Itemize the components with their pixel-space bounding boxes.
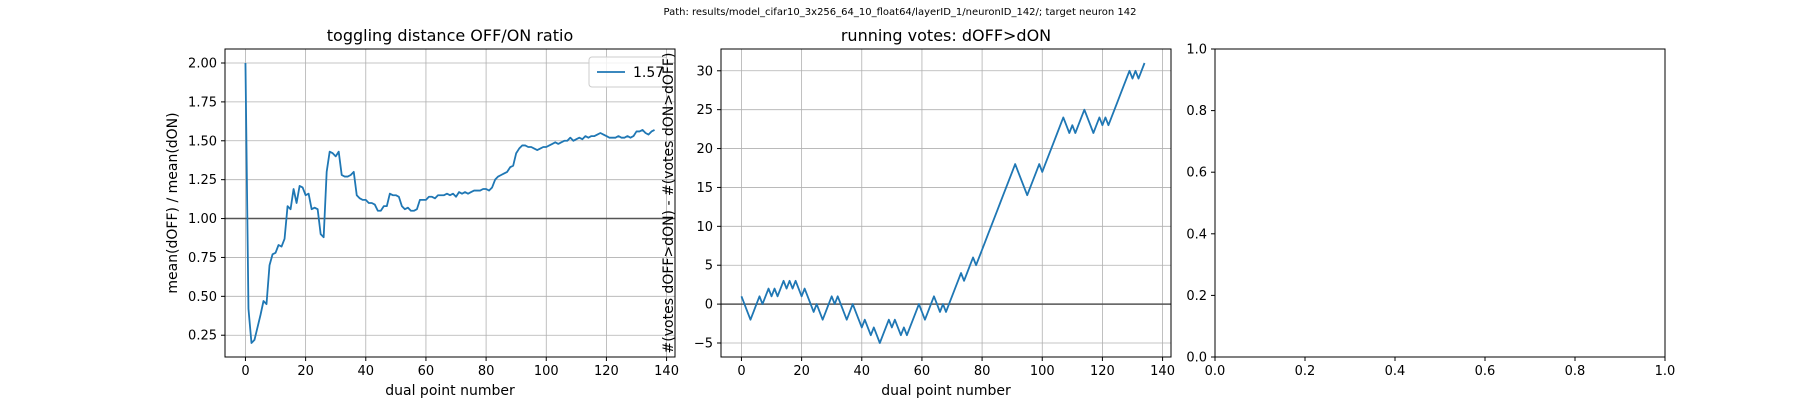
empty-ytick-label: 1.0	[1186, 43, 1207, 58]
ratio-legend-box	[588, 56, 668, 88]
votes-x-axis-label: dual point number	[881, 383, 1011, 399]
ratio-xtick-label: 40	[358, 364, 375, 379]
votes-xtick-label: 0	[737, 364, 745, 379]
ratio-ytick-label: 0.25	[188, 329, 217, 344]
empty-xtick-label: 0.4	[1385, 364, 1406, 379]
ratio-panel: 0 20 40 60 80 100 120 140 0.25 0.50 0.75 1.00 1.25 1.…	[165, 26, 679, 399]
ratio-ytick-label: 1.00	[188, 212, 217, 227]
votes-axes-frame	[720, 48, 1172, 358]
empty-ytick-label: 0.6	[1186, 166, 1207, 181]
votes-xtick-label: 140	[1150, 364, 1175, 379]
empty-xtick-label: 0.0	[1205, 364, 1226, 379]
votes-ytick-label: 25	[696, 103, 713, 118]
empty-xtick-label: 1.0	[1655, 364, 1676, 379]
votes-ytick-label: 10	[696, 220, 713, 235]
ratio-xtick-label: 20	[297, 364, 314, 379]
empty-xtick-label: 0.6	[1475, 364, 1496, 379]
ratio-xtick-label: 120	[594, 364, 619, 379]
figure-suptitle: Path: results/model_cifar10_3x256_64_10_…	[663, 7, 1137, 18]
ratio-ytick-label: 2.00	[188, 57, 217, 72]
ratio-xtick-label: 100	[534, 364, 559, 379]
votes-chart-title: running votes: dOFF>dON	[841, 26, 1051, 45]
empty-xtick-label: 0.8	[1565, 364, 1586, 379]
ratio-xtick-label: 140	[654, 364, 679, 379]
ratio-x-axis-label: dual point number	[385, 383, 515, 399]
votes-y-axis-label: #(votes dOFF>dON) - #(votes dON>dOFF)	[661, 53, 677, 354]
ratio-axes-frame	[224, 48, 676, 358]
votes-xtick-label: 100	[1030, 364, 1055, 379]
empty-xtick-label: 0.2	[1295, 364, 1316, 379]
empty-ytick-label: 0.0	[1186, 351, 1207, 366]
votes-xtick-label: 20	[793, 364, 810, 379]
votes-ytick-label: 5	[705, 259, 713, 274]
ratio-xtick-label: 80	[478, 364, 495, 379]
ratio-ytick-label: 1.50	[188, 134, 217, 149]
ratio-y-axis-label: mean(dOFF) / mean(dON)	[165, 112, 181, 293]
votes-panel: 0 20 40 60 80 100 120 140 −5 0 5 10 15 20 25 30 running …	[661, 26, 1175, 399]
empty-ytick-label: 0.4	[1186, 227, 1207, 242]
votes-xtick-label: 60	[914, 364, 931, 379]
votes-ytick-label: 15	[696, 181, 713, 196]
votes-xtick-label: 40	[854, 364, 871, 379]
ratio-series-line	[244, 62, 655, 344]
empty-ytick-label: 0.8	[1186, 104, 1207, 119]
empty-panel: 0.0 0.2 0.4 0.6 0.8 1.0 0.0 0.2 0.4 0.6 0.8 1.0	[1186, 43, 1675, 380]
ratio-ytick-label: 1.25	[188, 173, 217, 188]
votes-ytick-label: 0	[705, 298, 713, 313]
votes-ytick-label: 20	[696, 142, 713, 157]
ratio-chart-title: toggling distance OFF/ON ratio	[327, 26, 573, 45]
votes-xtick-label: 80	[974, 364, 991, 379]
ratio-ytick-label: 0.50	[188, 290, 217, 305]
ratio-xtick-label: 0	[241, 364, 249, 379]
ratio-ytick-label: 1.75	[188, 95, 217, 110]
votes-xtick-label: 120	[1090, 364, 1115, 379]
ratio-ytick-label: 0.75	[188, 251, 217, 266]
ratio-xtick-label: 60	[418, 364, 435, 379]
votes-series-line	[740, 62, 1146, 344]
empty-axes-frame	[1214, 48, 1666, 358]
ratio-legend-label: 1.57	[633, 65, 664, 81]
empty-ytick-label: 0.2	[1186, 289, 1207, 304]
votes-ytick-label: 30	[696, 64, 713, 79]
votes-ytick-label: −5	[694, 337, 713, 352]
